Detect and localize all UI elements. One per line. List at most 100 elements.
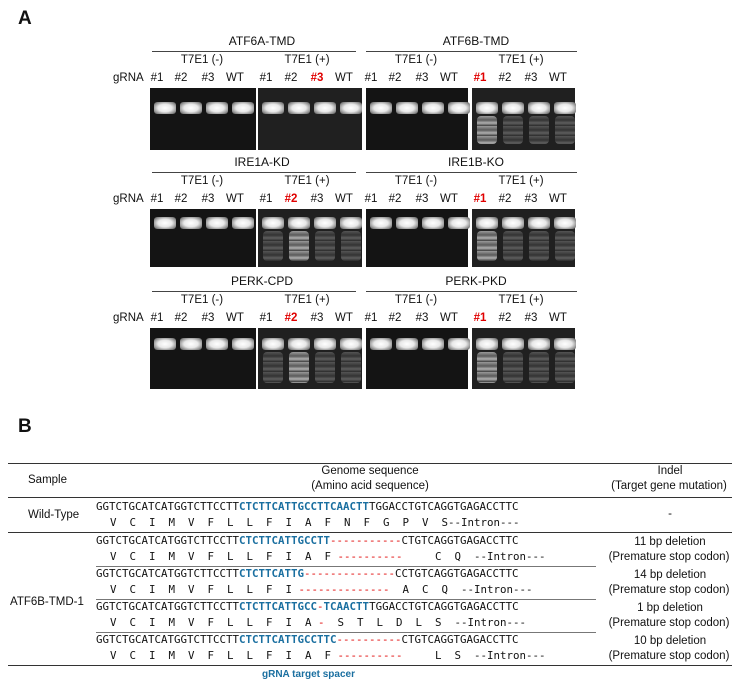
seq-spacer: CTCTTCATTGCCTTC — [239, 633, 337, 646]
mutant-dna-sequence: GGTCTGCATCATGGTCTTCCTTCTCTTCATTGCC-TCAAC… — [96, 600, 519, 613]
dna-band — [154, 102, 176, 114]
dna-smear — [503, 231, 523, 261]
lane-label: #3 — [201, 72, 215, 84]
dna-band — [288, 338, 310, 350]
seq-spacer: CTCTTCATTG — [239, 567, 305, 580]
dna-smear — [477, 116, 497, 144]
gel-title: PERK-CPD — [230, 274, 293, 288]
lane-label: #2 — [174, 312, 188, 324]
mutation-effect: (Premature stop codon) — [608, 617, 730, 629]
dna-band — [370, 338, 392, 350]
gel-image-t7e1-positive — [472, 88, 576, 150]
header-genome: Genome sequence — [321, 465, 419, 477]
dna-band — [476, 338, 498, 350]
dna-smear — [529, 231, 549, 261]
gel-title-rule — [152, 172, 356, 173]
gel-title-rule — [366, 51, 577, 52]
dna-band — [180, 338, 202, 350]
mutation-effect: (Premature stop codon) — [608, 551, 730, 563]
mutant-dna-sequence: GGTCTGCATCATGGTCTTCCTTCTCTTCATTG--------… — [96, 567, 519, 580]
dna-band — [340, 217, 362, 229]
lane-label-selected: #1 — [473, 193, 487, 205]
mutation-effect: (Premature stop codon) — [608, 650, 730, 662]
t7e1-negative-label: T7E1 (-) — [394, 294, 438, 306]
dna-smear — [529, 116, 549, 144]
t7e1-negative-label: T7E1 (-) — [394, 175, 438, 187]
lane-label: #3 — [415, 72, 429, 84]
gel-image-t7e1-positive — [472, 328, 576, 389]
seq-pre: GGTCTGCATCATGGTCTTCCTT — [96, 534, 240, 547]
t7e1-positive-label: T7E1 (+) — [498, 54, 544, 66]
seq-pre: GGTCTGCATCATGGTCTTCCTT — [96, 600, 240, 613]
dna-band — [448, 102, 470, 114]
lane-label: WT — [335, 72, 353, 84]
wt-dna-sequence: GGTCTGCATCATGGTCTTCCTTCTCTTCATTGCCTTCAAC… — [96, 500, 519, 513]
dna-band — [206, 217, 228, 229]
gel-image-t7e1-positive — [258, 328, 362, 389]
gel-title-rule — [366, 291, 577, 292]
seq-spacer: CTCTTCATTGCCTT — [239, 534, 331, 547]
seq-post: CTGTCAGGTGAGACCTTC — [401, 534, 519, 547]
gel-image-t7e1-positive — [258, 209, 362, 267]
mutant-dna-sequence: GGTCTGCATCATGGTCTTCCTTCTCTTCATTGCCTT----… — [96, 534, 519, 547]
gel-title-rule — [152, 291, 356, 292]
dna-smear — [555, 231, 575, 261]
seq-pre: GGTCTGCATCATGGTCTTCCTT — [96, 567, 240, 580]
dna-band — [232, 338, 254, 350]
dna-band — [528, 217, 550, 229]
dna-band — [528, 102, 550, 114]
indel-type: 14 bp deletion — [633, 569, 707, 581]
dna-band — [476, 102, 498, 114]
indel-type: 10 bp deletion — [633, 635, 707, 647]
aa-pre: V C I M V F L L F I A — [110, 616, 312, 629]
lane-label: #1 — [364, 312, 378, 324]
t7e1-positive-label: T7E1 (+) — [498, 294, 544, 306]
lane-label-selected: #1 — [473, 72, 487, 84]
gel-image-t7e1-negative — [150, 209, 256, 267]
lane-label: WT — [440, 312, 458, 324]
dna-band — [370, 102, 392, 114]
t7e1-positive-label: T7E1 (+) — [284, 294, 330, 306]
gel-image-t7e1-negative — [366, 88, 470, 150]
lane-label: #3 — [415, 193, 429, 205]
dna-band — [502, 338, 524, 350]
gel-title: IRE1A-KD — [234, 155, 290, 169]
dna-band — [262, 338, 284, 350]
dna-smear — [289, 231, 309, 261]
lane-label: #1 — [259, 72, 273, 84]
indel-type: 11 bp deletion — [634, 536, 706, 548]
header-sample: Sample — [28, 474, 67, 486]
header-indel-sub: (Target gene mutation) — [611, 480, 727, 492]
indel-type: 1 bp deletion — [637, 602, 703, 614]
dna-smear — [289, 352, 309, 383]
row-rule — [96, 599, 596, 600]
dna-band — [422, 102, 444, 114]
seq-pre: GGTCTGCATCATGGTCTTCCTT — [96, 500, 240, 513]
dna-smear — [341, 352, 361, 383]
dna-band — [422, 338, 444, 350]
aa-post: S T L D L S --Intron--- — [324, 616, 527, 629]
aa-pre: V C I M V F L L F I A F — [110, 550, 332, 563]
dna-band — [314, 338, 336, 350]
dna-band — [448, 217, 470, 229]
seq-deletion: ---------- — [336, 633, 402, 646]
lane-label: #1 — [150, 193, 164, 205]
table-top-rule — [8, 463, 732, 464]
dna-smear — [555, 116, 575, 144]
lane-label: #3 — [201, 193, 215, 205]
lane-label: #1 — [150, 72, 164, 84]
aa-post: C Q --Intron--- — [402, 550, 546, 563]
dna-band — [396, 217, 418, 229]
lane-label: #2 — [284, 72, 298, 84]
lane-label: #1 — [364, 72, 378, 84]
lane-label: WT — [226, 72, 244, 84]
lane-label: WT — [226, 193, 244, 205]
lane-label: WT — [549, 72, 567, 84]
gel-image-t7e1-negative — [366, 328, 470, 389]
mutant-aa-sequence: V C I M V F L L F I A - S T L D L S --In… — [110, 616, 526, 629]
aa-pre: V C I M V F L L F I — [110, 583, 293, 596]
t7e1-negative-label: T7E1 (-) — [180, 175, 224, 187]
seq-deletion: ----------- — [330, 534, 402, 547]
gel-title-rule — [152, 51, 356, 52]
dna-smear — [477, 231, 497, 261]
